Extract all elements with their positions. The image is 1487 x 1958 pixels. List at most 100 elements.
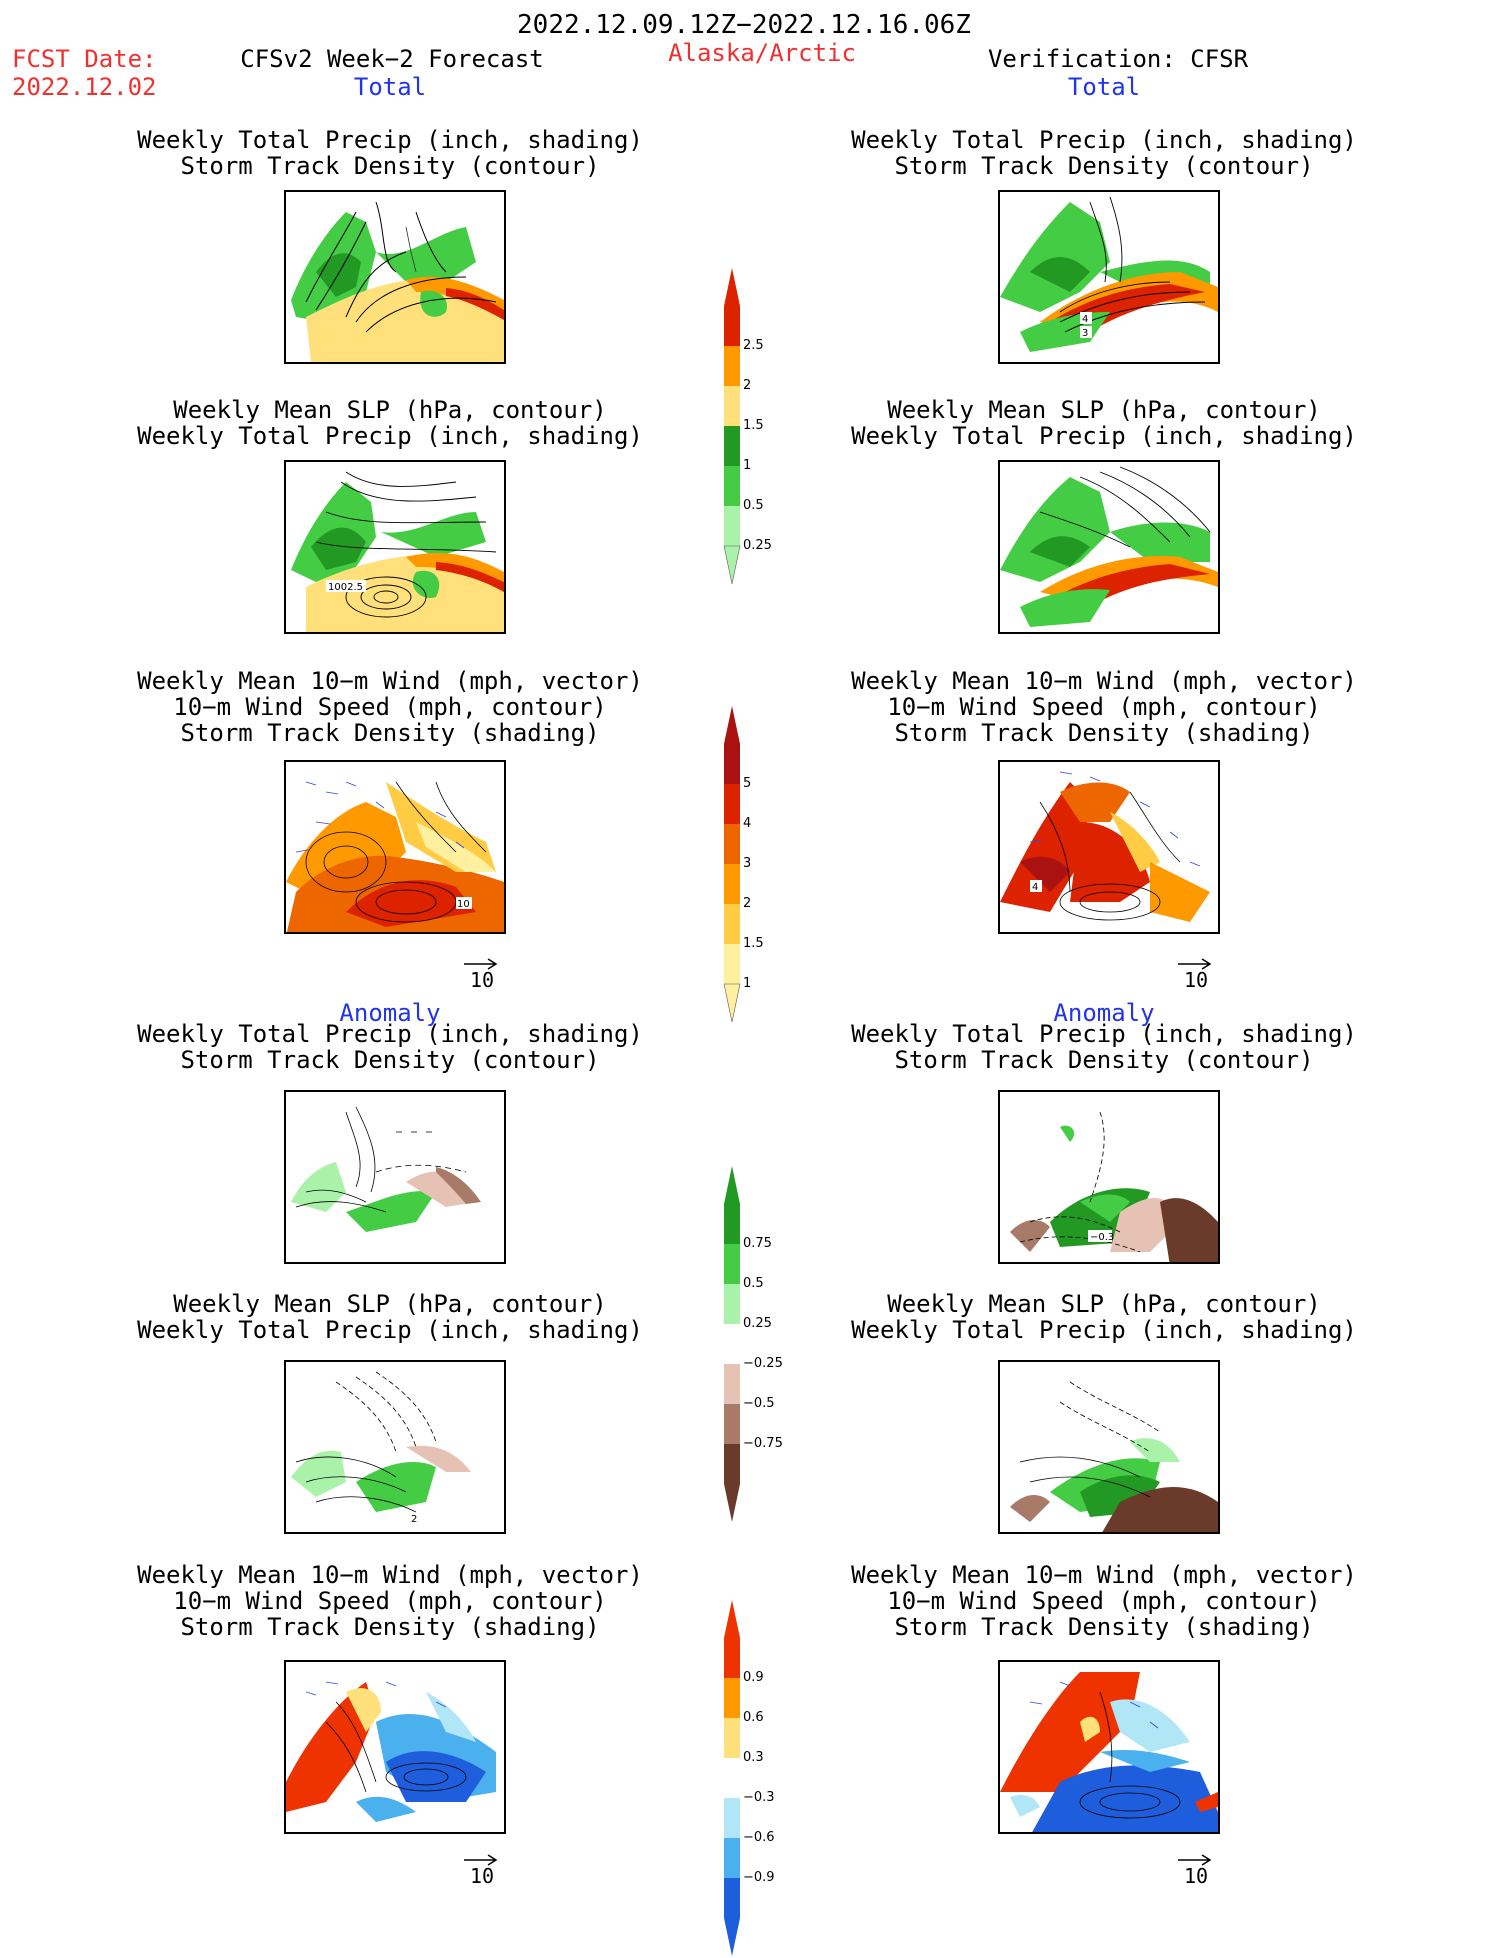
arrow-right-icon: [1178, 958, 1212, 970]
colorbar-tick-label: 0.25: [743, 538, 772, 553]
colorbar-segment: [724, 1444, 740, 1484]
title-l3-c: Storm Track Density (shading): [180, 719, 600, 747]
colorbar-graphic: [724, 1166, 740, 1522]
section-anomaly-right: Anomaly: [1053, 999, 1155, 1027]
storm-density-label: 4: [1032, 882, 1038, 893]
title-r3-a: Weekly Mean 10−m Wind (mph, vector): [851, 667, 1357, 695]
colorbar-tick-label: 2: [743, 896, 752, 911]
colorbar-segment: [724, 1838, 740, 1878]
colorbar-tail: [723, 545, 741, 585]
colorbar-segment: [724, 1758, 740, 1798]
title-r1-a: Weekly Total Precip (inch, shading): [851, 126, 1357, 154]
colorbar-cap: [724, 1166, 740, 1204]
colorbar-segment: [724, 904, 740, 944]
colorbar-cap: [724, 1600, 740, 1638]
section-total-right: Total: [1067, 73, 1141, 101]
colorbar-segment: [724, 1718, 740, 1758]
vector-ref-label: 10: [1183, 1864, 1209, 1888]
vector-ref-label: 10: [469, 1864, 495, 1888]
colorbar-tail: [724, 1484, 740, 1522]
left-model-title: CFSv2 Week−2 Forecast: [240, 45, 544, 73]
colorbar-graphic: [724, 1600, 740, 1956]
arrow-right-icon: [464, 1854, 498, 1866]
colorbar-tick-label: −0.25: [743, 1356, 783, 1371]
period-title: 2022.12.09.12Z−2022.12.16.06Z: [517, 10, 971, 40]
title-r4-a: Weekly Total Precip (inch, shading): [851, 1020, 1357, 1048]
colorbar-segment: [724, 306, 740, 346]
colorbar-tick-label: 0.9: [743, 1670, 764, 1685]
title-l5-a: Weekly Mean SLP (hPa, contour): [173, 1290, 607, 1318]
colorbar-segment: [724, 386, 740, 426]
colorbar-tick-label: 2: [743, 378, 752, 393]
section-total-left: Total: [353, 73, 427, 101]
colorbar-tick-label: −0.5: [743, 1396, 775, 1411]
colorbar-cap: [724, 268, 740, 306]
arrow-right-icon: [464, 958, 498, 970]
vector-ref-l3: 10: [462, 956, 502, 996]
colorbar-segment: [724, 1638, 740, 1678]
map-total-slp-forecast: 1002.5: [284, 460, 506, 634]
colorbar-storm-total: 5 4 3 2 1.5 1: [720, 706, 800, 1023]
colorbar-tick-label: 4: [743, 816, 752, 831]
title-r6-b: 10−m Wind Speed (mph, contour): [887, 1587, 1321, 1615]
colorbar-segment: [724, 1798, 740, 1838]
colorbar-tick-label: 1: [743, 976, 752, 991]
map-anom-wind-verif: [998, 1660, 1220, 1834]
region-title: Alaska/Arctic: [668, 39, 856, 67]
title-r4-b: Storm Track Density (contour): [894, 1046, 1314, 1074]
title-l3-b: 10−m Wind Speed (mph, contour): [173, 693, 607, 721]
colorbar-segment: [724, 1878, 740, 1918]
title-r6-c: Storm Track Density (shading): [894, 1613, 1314, 1641]
map-anom-slp-forecast: 2: [284, 1360, 506, 1534]
vector-ref-r6: 10: [1176, 1852, 1216, 1892]
colorbar-segment: [724, 1284, 740, 1324]
slp-contour-label: 1002.5: [328, 582, 363, 593]
vector-ref-label: 10: [469, 968, 495, 992]
title-r2-a: Weekly Mean SLP (hPa, contour): [887, 396, 1321, 424]
title-l5-b: Weekly Total Precip (inch, shading): [137, 1316, 643, 1344]
map-total-precip-verif: 4 3: [998, 190, 1220, 364]
slp-anom-contour-label: 2: [411, 1514, 417, 1525]
colorbar-tick-label: 3: [743, 856, 752, 871]
map-anom-slp-verif: [998, 1360, 1220, 1534]
title-l1-b: Storm Track Density (contour): [180, 152, 600, 180]
colorbar-cap: [724, 706, 740, 744]
colorbar-tick-label: 0.6: [743, 1710, 764, 1725]
colorbar-segment: [724, 1204, 740, 1244]
vector-ref-label: 10: [1183, 968, 1209, 992]
colorbar-storm-anom: 0.9 0.6 0.3 −0.3 −0.6 −0.9: [720, 1600, 800, 1956]
colorbar-graphic: [723, 706, 741, 1023]
map-anom-precip-verif: −0.3: [998, 1090, 1220, 1264]
map-total-wind-verif: 4: [998, 760, 1220, 934]
map-total-slp-verif: [998, 460, 1220, 634]
colorbar-tick-label: 1.5: [743, 418, 764, 433]
colorbar-segment: [724, 1244, 740, 1284]
colorbar-segment: [724, 346, 740, 386]
title-r3-c: Storm Track Density (shading): [894, 719, 1314, 747]
title-r5-b: Weekly Total Precip (inch, shading): [851, 1316, 1357, 1344]
title-l1-a: Weekly Total Precip (inch, shading): [137, 126, 643, 154]
colorbar-precip-total: 2.5 2 1.5 1 0.5 0.25: [720, 268, 800, 585]
colorbar-segment: [724, 506, 740, 546]
colorbar-segment: [724, 944, 740, 984]
colorbar-segment: [724, 864, 740, 904]
fcst-date-label: FCST Date:: [12, 45, 157, 73]
colorbar-tick-label: 1.5: [743, 936, 764, 951]
colorbar-tail: [723, 983, 741, 1023]
colorbar-segment: [724, 1678, 740, 1718]
title-r1-b: Storm Track Density (contour): [894, 152, 1314, 180]
verification-title: Verification: CFSR: [987, 45, 1249, 73]
title-l4-b: Storm Track Density (contour): [180, 1046, 600, 1074]
colorbar-tick-label: 0.3: [743, 1750, 764, 1765]
colorbar-tail: [724, 1918, 740, 1956]
colorbar-precip-anom: 0.75 0.5 0.25 −0.25 −0.5 −0.75: [720, 1166, 800, 1522]
storm-contour-label-a: 4: [1082, 314, 1088, 325]
colorbar-tick-label: −0.75: [743, 1436, 783, 1451]
arrow-right-icon: [1178, 1854, 1212, 1866]
fcst-date-value: 2022.12.02: [12, 73, 157, 101]
colorbar-segment: [724, 426, 740, 466]
title-l3-a: Weekly Mean 10−m Wind (mph, vector): [137, 667, 643, 695]
colorbar-segment: [724, 1364, 740, 1404]
wind-contour-label: 10: [457, 899, 470, 910]
colorbar-tick-label: 5: [743, 776, 752, 791]
